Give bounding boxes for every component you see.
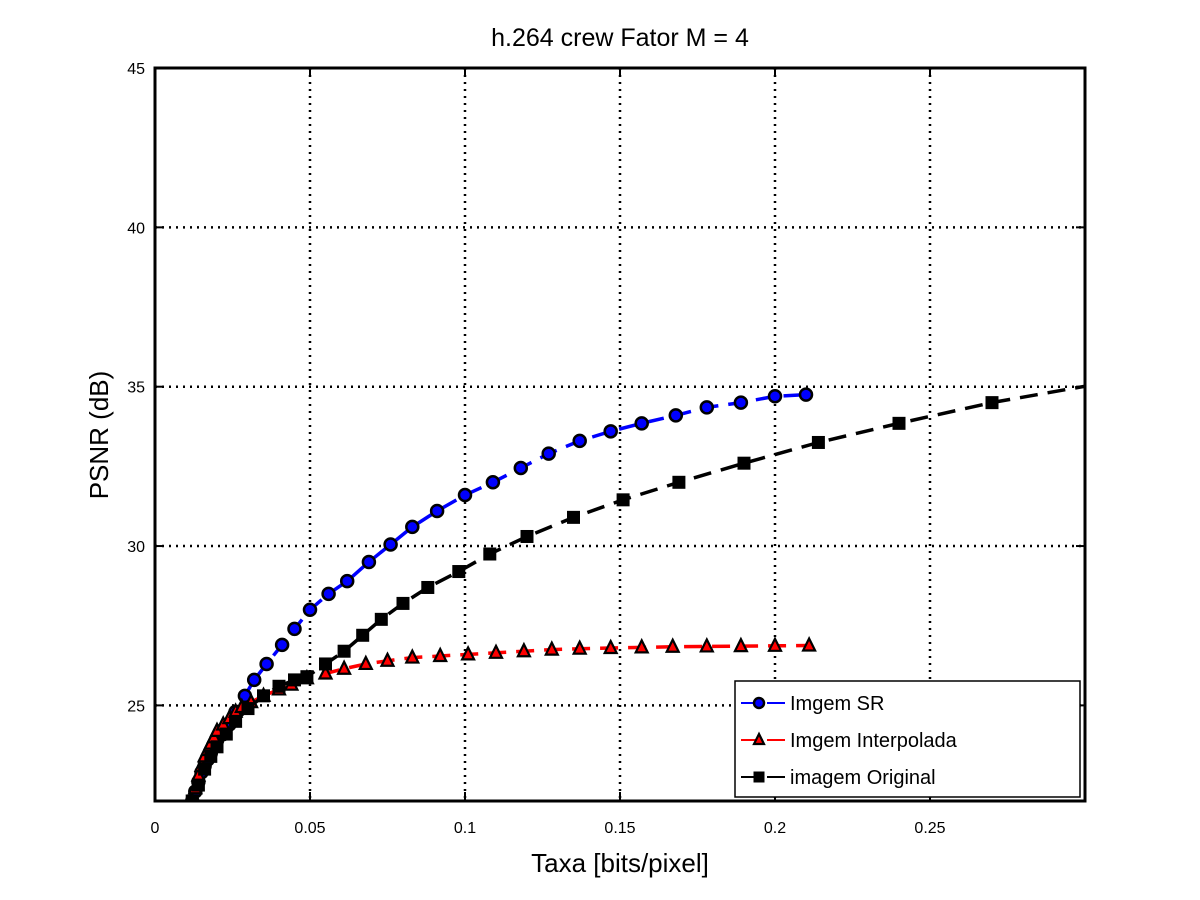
series-2-point <box>396 596 410 610</box>
legend-label-2: imagem Original <box>790 767 936 789</box>
series-2-point <box>219 727 233 741</box>
y-tick-label: 45 <box>127 61 145 78</box>
axis-ticks: 0 0.05 0.1 0.15 0.2 0.25 25 30 35 40 45 <box>127 61 1085 837</box>
series-2-point <box>520 529 534 543</box>
series-2-point <box>198 762 212 776</box>
series-0-point <box>321 586 336 602</box>
series-0-point <box>634 416 649 431</box>
x-tick-label: 0.15 <box>604 820 635 837</box>
series-2-point <box>374 612 388 626</box>
series-0-point <box>668 408 684 423</box>
series-0-point <box>429 503 445 519</box>
series-0-point <box>405 519 420 535</box>
series-1-point <box>767 636 783 652</box>
series-0-point <box>302 602 318 618</box>
series-1-point <box>336 659 352 675</box>
series-1-point <box>733 636 749 653</box>
series-1-point <box>544 640 560 656</box>
y-tick-label: 25 <box>127 698 145 715</box>
series-2-point <box>356 628 370 642</box>
series-0-point <box>457 487 473 503</box>
series-0-point <box>733 395 749 410</box>
series-1-point <box>699 636 715 653</box>
series-0-point <box>339 573 355 589</box>
legend-box <box>734 680 1081 798</box>
series-0-point <box>259 656 274 672</box>
series-2-point <box>337 644 351 658</box>
legend: Imgem SR Imgem Interpolada imagem Original <box>734 680 1081 798</box>
x-tick-label: 0.1 <box>454 820 476 837</box>
x-tick-label: 0 <box>151 820 160 837</box>
x-axis-title: Taxa [bits/pixel] <box>531 848 709 878</box>
series-1-point <box>602 638 619 655</box>
series-2-point <box>985 396 999 410</box>
series-2-point <box>892 416 906 430</box>
series-1-point <box>358 654 374 671</box>
series-2-point <box>288 673 301 687</box>
series-2-point <box>567 510 580 524</box>
legend-marker-2 <box>753 771 765 783</box>
series-2-point <box>257 689 270 703</box>
legend-label-1: Imgem Interpolada <box>790 730 958 752</box>
series-2-point <box>483 547 497 561</box>
series-0-point <box>798 387 814 402</box>
legend-marker-1 <box>752 731 766 746</box>
chart-title: h.264 crew Fator M = 4 <box>491 24 749 52</box>
series-2-point <box>229 714 243 728</box>
legend-label-0: Imgem SR <box>790 693 884 715</box>
series-line-0 <box>190 392 807 801</box>
series-1-point <box>633 637 650 654</box>
series-2-point <box>300 670 314 684</box>
series-1-point <box>571 639 588 655</box>
series-2-point <box>272 679 286 693</box>
series-2-point <box>616 493 630 507</box>
series-2-point <box>672 475 686 489</box>
series-2-point <box>319 657 332 671</box>
series-1-point <box>317 664 334 680</box>
series-0-point <box>246 672 262 688</box>
series-0-point <box>767 389 783 404</box>
series-2-point <box>191 778 205 792</box>
series-2-point <box>737 456 751 470</box>
legend-marker-0 <box>752 696 766 710</box>
series-0-point <box>699 400 715 415</box>
series-1-point <box>516 641 532 658</box>
series-1-point <box>379 651 396 667</box>
series-2-point <box>241 702 255 716</box>
series-2-point <box>421 580 435 594</box>
y-tick-label: 30 <box>127 539 145 556</box>
series-0-point <box>541 446 556 461</box>
x-tick-label: 0.05 <box>294 820 325 837</box>
series-0-point <box>274 637 290 653</box>
series-0-point <box>603 424 618 439</box>
x-tick-label: 0.25 <box>914 820 945 837</box>
series-1-point <box>404 648 421 664</box>
series-1-point <box>664 637 681 653</box>
series-0-point <box>513 460 529 476</box>
series-2-point <box>210 740 224 754</box>
y-tick-label: 35 <box>127 380 145 397</box>
series-1-point <box>801 636 817 652</box>
series-1-point <box>460 644 476 661</box>
series-2-point <box>185 794 199 801</box>
series-0-point <box>287 621 302 637</box>
series-0-point <box>485 475 501 490</box>
series-2-point <box>452 565 466 579</box>
series-0-point <box>361 554 377 570</box>
series-0-point <box>572 433 587 449</box>
series-2-point <box>811 435 825 449</box>
x-tick-label: 0.2 <box>764 820 786 837</box>
y-axis-title: PSNR (dB) <box>84 371 114 500</box>
series-0-point <box>383 537 398 552</box>
series-1-point <box>488 643 504 659</box>
series-1-point <box>432 646 448 663</box>
y-tick-label: 40 <box>127 220 145 237</box>
